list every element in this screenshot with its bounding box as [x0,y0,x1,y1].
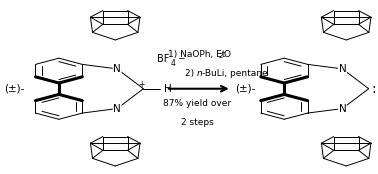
Text: 4: 4 [170,59,175,68]
Text: N: N [113,104,121,114]
Text: 2 steps: 2 steps [181,118,213,127]
Text: (±)-: (±)- [5,84,25,94]
Text: N: N [339,64,346,74]
Text: 1) NaOPh, Et: 1) NaOPh, Et [168,50,226,59]
Text: −: − [177,53,185,62]
Text: 2: 2 [219,53,223,59]
Text: n: n [197,69,203,78]
Text: +: + [138,80,145,89]
Text: :: : [372,82,376,96]
Text: BF: BF [156,54,169,64]
Text: N: N [339,104,346,114]
Text: N: N [113,64,121,74]
Text: 2): 2) [185,69,197,78]
Text: -BuLi, pentane: -BuLi, pentane [202,69,268,78]
Text: O: O [223,50,231,59]
Text: H: H [164,84,172,94]
Text: (±)-: (±)- [235,84,256,94]
Text: 87% yield over: 87% yield over [163,99,231,108]
